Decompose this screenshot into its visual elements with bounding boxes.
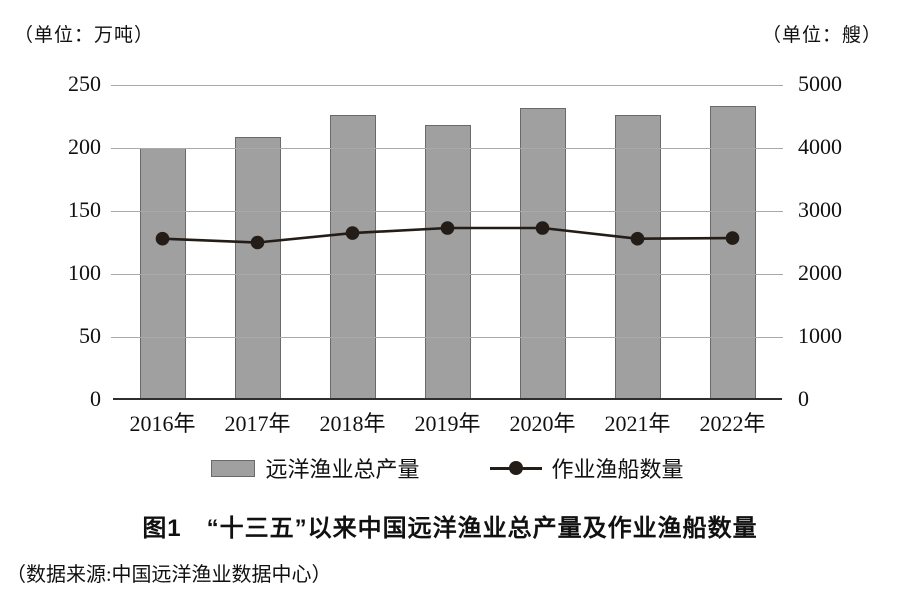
left-axis-tick-label: 250 xyxy=(68,71,101,96)
x-axis-labels: 2016年 2017年 2018年 2019年 2020年 2021年 2022年 xyxy=(115,406,780,438)
data-point-2020年 xyxy=(535,221,550,235)
right-axis-tick-label: 5000 xyxy=(798,71,842,96)
bar-2018年 xyxy=(329,115,376,400)
right-axis-tick-label: 0 xyxy=(798,386,809,411)
data-point-2016年 xyxy=(155,231,170,246)
right-axis-tick-label: 2000 xyxy=(798,260,842,285)
data-point-2017年 xyxy=(250,235,265,250)
x-axis-line xyxy=(113,398,782,400)
left-axis-tick-label: 150 xyxy=(68,197,101,222)
x-axis-label: 2017年 xyxy=(224,411,291,436)
line-dot-marker-icon xyxy=(489,461,542,475)
bar-2019年 xyxy=(424,125,471,400)
bar-2017年 xyxy=(234,136,281,400)
left-axis-tick-label: 0 xyxy=(90,386,101,411)
right-axis-tick-label: 1000 xyxy=(798,323,842,348)
x-axis-label: 2018年 xyxy=(319,411,386,436)
figure-title: 图1 “十三五”以来中国远洋渔业总产量及作业渔船数量 xyxy=(142,515,758,542)
line-marker-dot xyxy=(508,461,523,475)
left-axis-tick-label: 200 xyxy=(68,134,101,159)
line-series-layer xyxy=(155,221,740,250)
legend-item-vessels: 作业渔船数量 xyxy=(489,452,684,484)
x-axis-label: 2021年 xyxy=(604,411,671,436)
data-source-note: （数据来源:中国远洋渔业数据中心） xyxy=(6,564,332,586)
gridline xyxy=(111,336,783,338)
left-axis-tick-label: 50 xyxy=(79,323,101,348)
right-axis-unit-label: （单位：艘） xyxy=(761,25,882,46)
data-point-2022年 xyxy=(725,231,740,245)
legend: 远洋渔业总产量 作业渔船数量 xyxy=(115,452,780,484)
data-point-2018年 xyxy=(345,226,360,240)
gridline xyxy=(111,84,783,86)
x-axis-label: 2019年 xyxy=(414,411,481,436)
gridline xyxy=(111,273,783,275)
bar-2020年 xyxy=(519,107,566,400)
bar-swatch-icon xyxy=(211,459,256,477)
right-axis-tick-label: 4000 xyxy=(798,134,842,159)
right-axis-tick-label: 3000 xyxy=(798,197,842,222)
data-point-2019年 xyxy=(440,221,455,235)
left-axis-tick-label: 100 xyxy=(68,260,101,285)
gridline xyxy=(111,147,783,149)
plot-area: 250 5000 200 4000 150 3000 100 2000 50 1000 0 0 xyxy=(68,71,842,411)
data-point-2021年 xyxy=(630,231,645,246)
x-axis-label: 2022年 xyxy=(699,411,766,436)
legend-production-label: 远洋渔业总产量 xyxy=(265,457,420,482)
legend-vessels-label: 作业渔船数量 xyxy=(551,457,684,482)
bar-2021年 xyxy=(614,115,661,400)
left-axis-unit-label: （单位：万吨） xyxy=(14,25,155,46)
gridline xyxy=(111,210,783,212)
x-axis-label: 2020年 xyxy=(509,411,576,436)
x-axis-label: 2016年 xyxy=(129,411,196,436)
bar-2022年 xyxy=(709,106,756,400)
legend-item-production: 远洋渔业总产量 xyxy=(211,452,420,484)
